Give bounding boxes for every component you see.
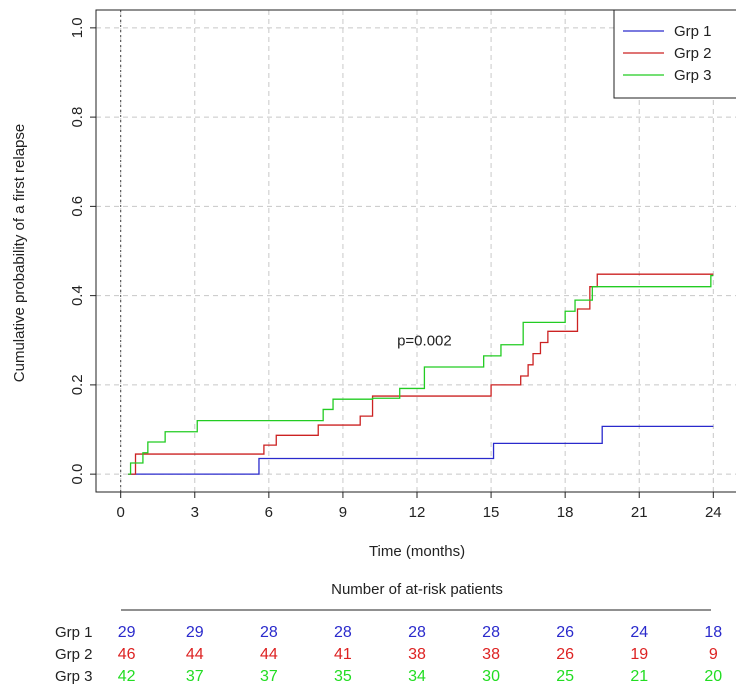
y-tick-label-5: 1.0 (69, 17, 86, 38)
x-tick-label-4: 12 (409, 504, 426, 521)
risk-value-3-2: 37 (186, 668, 204, 685)
legend-label-3: Grp 3 (674, 67, 712, 84)
legend-label-1: Grp 1 (674, 23, 712, 40)
risk-value-3-8: 21 (630, 668, 648, 685)
x-axis-title: Time (months) (369, 543, 465, 560)
series-lines (128, 273, 714, 475)
risk-value-2-7: 26 (556, 646, 574, 663)
x-tick-label-8: 24 (705, 504, 722, 521)
risk-value-2-4: 41 (334, 646, 352, 663)
y-tick-label-1: 0.2 (69, 374, 86, 395)
risk-value-3-3: 37 (260, 668, 278, 685)
p-value-annotation: p=0.002 (397, 332, 452, 349)
x-tick-label-7: 21 (631, 504, 648, 521)
risk-value-2-6: 38 (482, 646, 500, 663)
risk-value-1-6: 28 (482, 624, 500, 641)
risk-row-label-2: Grp 2 (55, 646, 93, 663)
risk-value-1-9: 18 (704, 624, 722, 641)
risk-row-label-3: Grp 3 (55, 668, 93, 685)
risk-value-2-9: 9 (709, 646, 718, 663)
x-tick-label-5: 15 (483, 504, 500, 521)
risk-value-1-2: 29 (186, 624, 204, 641)
risk-value-3-6: 30 (482, 668, 500, 685)
risk-table: Grp 1 29 29 28 28 28 28 26 24 18 Grp 2 46 44 44 41 38 38… (55, 624, 722, 685)
risk-value-3-7: 25 (556, 668, 574, 685)
risk-value-1-8: 24 (630, 624, 648, 641)
x-tick-label-1: 3 (191, 504, 199, 521)
series-line-3 (128, 274, 714, 475)
risk-value-2-2: 44 (186, 646, 204, 663)
y-axis-title: Cumulative probability of a first relaps… (11, 124, 28, 382)
x-tick-label-6: 18 (557, 504, 574, 521)
risk-value-1-5: 28 (408, 624, 426, 641)
risk-table-title: Number of at-risk patients (331, 581, 503, 598)
x-tick-label-0: 0 (117, 504, 125, 521)
risk-value-1-1: 29 (118, 624, 136, 641)
x-tick-label-3: 9 (339, 504, 347, 521)
risk-row-label-1: Grp 1 (55, 624, 93, 641)
legend: Grp 1 Grp 2 Grp 3 (613, 9, 736, 99)
y-tick-label-4: 0.8 (69, 107, 86, 128)
risk-value-3-9: 20 (704, 668, 722, 685)
x-tick-label-2: 6 (265, 504, 273, 521)
risk-value-1-4: 28 (334, 624, 352, 641)
y-tick-label-0: 0.0 (69, 464, 86, 485)
risk-value-1-3: 28 (260, 624, 278, 641)
y-tick-label-3: 0.6 (69, 196, 86, 217)
risk-value-3-1: 42 (118, 668, 136, 685)
risk-value-2-8: 19 (630, 646, 648, 663)
axes: 0 3 6 9 12 15 18 21 24 0.0 0.2 0.4 0.6 0.8 1.0 (69, 17, 722, 521)
risk-value-2-5: 38 (408, 646, 426, 663)
risk-value-1-7: 26 (556, 624, 574, 641)
series-line-1 (128, 425, 714, 475)
risk-value-3-5: 34 (408, 668, 426, 685)
legend-box (613, 9, 736, 99)
legend-label-2: Grp 2 (674, 45, 712, 62)
risk-value-2-3: 44 (260, 646, 278, 663)
risk-value-2-1: 46 (118, 646, 136, 663)
series-line-2 (128, 273, 714, 475)
y-tick-label-2: 0.4 (69, 285, 86, 306)
risk-value-3-4: 35 (334, 668, 352, 685)
